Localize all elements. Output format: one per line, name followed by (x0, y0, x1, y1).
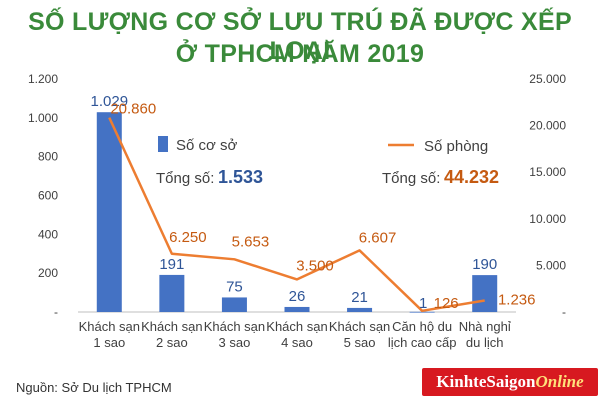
bar-data-label: 75 (226, 278, 243, 295)
y-right-tick-label: 5.000 (536, 258, 566, 272)
publisher-logo: KinhteSaigonOnline (422, 368, 598, 396)
x-tick-label: Nhà nghỉ du lịch (459, 319, 511, 350)
bar (284, 306, 310, 312)
x-tick-label: Khách sạn 5 sao (329, 319, 390, 350)
total-bar-value: 1.533 (218, 167, 263, 187)
source-note: Nguồn: Sở Du lịch TPHCM (16, 380, 172, 395)
y-left-tick-label: 1.000 (28, 111, 58, 125)
chart-title-line2: Ở TPHCM NĂM 2019 (175, 40, 425, 68)
x-tick-label: Khách sạn 1 sao (79, 319, 140, 350)
line-data-label: 3.500 (296, 257, 334, 274)
legend-bar-label: Số cơ sở (176, 137, 238, 154)
bar (221, 297, 247, 312)
y-left-tick-label: 600 (38, 189, 58, 203)
y-left-tick-label: 200 (38, 266, 58, 280)
bar-data-label: 21 (351, 289, 368, 306)
y-right-tick-label: 25.000 (529, 72, 566, 86)
bar-data-label: 190 (472, 256, 497, 273)
series-line-so-phong (108, 117, 485, 313)
legend-line-label: Số phòng (424, 138, 488, 155)
logo-text-online: Online (535, 372, 584, 391)
line-data-label: 20.860 (110, 101, 156, 118)
x-tick-label: Khách sạn 3 sao (204, 319, 265, 350)
total-line-label: Tổng số: (382, 170, 440, 187)
line-data-label: 5.653 (232, 233, 270, 250)
legend-bar-swatch (158, 136, 168, 152)
bar-data-label: 191 (159, 256, 184, 273)
y-left-tick-label: - (54, 305, 58, 319)
y-left-tick-label: 1.200 (28, 72, 58, 86)
bar (159, 274, 185, 312)
line-data-label: 6.250 (169, 229, 207, 246)
legend: Số cơ sở Tổng số: 1.533 Số phòng Tổng số… (156, 136, 499, 187)
y-right-tick-label: 20.000 (529, 119, 566, 133)
x-tick-label: Căn hộ du lịch cao cấp (388, 319, 457, 350)
line-data-label: 126 (434, 295, 459, 312)
bar-data-label: 1.029 (91, 93, 129, 110)
logo-text-main: KinhteSaigon (436, 372, 536, 391)
line-data-label: 1.236 (498, 291, 536, 308)
bar-data-label: 26 (289, 288, 306, 305)
y-left-tick-label: 400 (38, 227, 58, 241)
bar (409, 311, 435, 313)
y-left-tick-label: 800 (38, 150, 58, 164)
y-right-tick-label: 10.000 (529, 212, 566, 226)
y-right-tick-label: - (562, 305, 566, 319)
x-tick-label: Khách sạn 4 sao (266, 319, 327, 350)
x-tick-label: Khách sạn 2 sao (141, 319, 202, 350)
y-right-tick-label: 15.000 (529, 165, 566, 179)
total-line-value: 44.232 (444, 167, 499, 187)
bar (347, 307, 373, 312)
bar-data-label: 1 (419, 295, 427, 312)
chart-title-line1: SỐ LƯỢNG CƠ SỞ LƯU TRÚ ĐÃ ĐƯỢC XẾP LOẠI (28, 8, 572, 65)
bar (472, 275, 498, 312)
line-data-label: 6.607 (359, 229, 397, 246)
bar (96, 112, 122, 312)
total-bar-label: Tổng số: (156, 170, 214, 187)
